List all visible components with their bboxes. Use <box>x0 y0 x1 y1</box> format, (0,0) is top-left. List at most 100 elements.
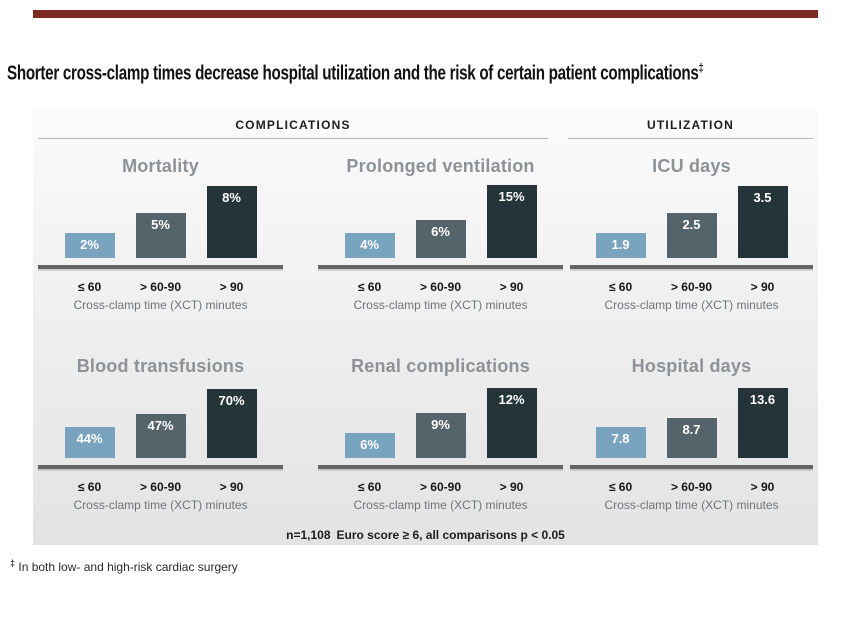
category-label: > 90 <box>750 480 775 494</box>
bar-3: 3.5 <box>737 186 788 258</box>
category-label: ≤ 60 <box>357 280 382 294</box>
bar-value-label: 1.9 <box>611 237 630 252</box>
chart-title: Renal complications <box>351 356 530 376</box>
bar-value-label: 47% <box>147 418 174 433</box>
chart-title: ICU days <box>652 156 731 176</box>
bar-2: 8.7 <box>666 418 717 458</box>
bar-value-label: 2.5 <box>682 217 701 232</box>
footnote: ‡ In both low- and high-risk cardiac sur… <box>10 558 238 574</box>
chart-title: Blood transfusions <box>76 356 245 376</box>
bar-1: 44% <box>64 427 115 458</box>
chart-blood-transfusions: Blood transfusions 44% 47% 70% ≤ 60 > 60-90… <box>38 348 283 518</box>
chart-icu-days: ICU days 1.9 2.5 3.5 ≤ 60 > 60-90 > 90 Cross… <box>570 148 813 318</box>
bar-2: 9% <box>415 413 466 458</box>
page-title-footnote-marker: ‡ <box>698 61 704 75</box>
chart-title: Prolonged ventilation <box>346 156 535 176</box>
axis-caption: Cross-clamp time (XCT) minutes <box>353 498 528 512</box>
footnote-text: In both low- and high-risk cardiac surge… <box>18 560 238 574</box>
bar-value-label: 6% <box>431 224 450 239</box>
bar-value-label: 5% <box>151 217 170 232</box>
category-label: > 60-90 <box>139 280 182 294</box>
bar-2: 5% <box>135 213 186 258</box>
chart-title: Hospital days <box>631 356 752 376</box>
bar-3: 8% <box>206 186 257 258</box>
bar-value-label: 6% <box>360 437 379 452</box>
chart-title: Mortality <box>122 156 199 176</box>
bars-area: 1.9 2.5 3.5 <box>570 184 813 258</box>
axis-line <box>38 265 283 269</box>
bar-value-label: 44% <box>76 431 103 446</box>
bar-3: 70% <box>206 389 257 458</box>
bar-value-label: 2% <box>80 237 99 252</box>
category-label: > 60-90 <box>670 480 713 494</box>
axis-line <box>38 465 283 469</box>
bar-1: 1.9 <box>595 233 646 258</box>
bar-value-label: 9% <box>431 417 450 432</box>
bar-1: 4% <box>344 233 395 258</box>
category-labels: ≤ 60 > 60-90 > 90 <box>38 280 283 294</box>
bar-1: 6% <box>344 433 395 458</box>
bar-2: 6% <box>415 220 466 258</box>
chart-renal-complications: Renal complications 6% 9% 12% ≤ 60 > 60-90 >… <box>318 348 563 518</box>
bars-area: 7.8 8.7 13.6 <box>570 384 813 458</box>
bar-value-label: 4% <box>360 237 379 252</box>
axis-caption: Cross-clamp time (XCT) minutes <box>353 298 528 312</box>
axis-caption: Cross-clamp time (XCT) minutes <box>604 498 779 512</box>
bar-value-label: 8% <box>222 190 241 205</box>
section-rule-complications <box>38 138 548 139</box>
bars-area: 44% 47% 70% <box>38 384 283 458</box>
axis-line <box>570 465 813 469</box>
category-labels: ≤ 60 > 60-90 > 90 <box>318 280 563 294</box>
axis-caption: Cross-clamp time (XCT) minutes <box>73 298 248 312</box>
bar-value-label: 15% <box>498 189 525 204</box>
bar-3: 12% <box>486 388 537 458</box>
category-label: > 90 <box>219 280 244 294</box>
section-rule-utilization <box>568 138 813 139</box>
axis-line <box>318 465 563 469</box>
chart-mortality: Mortality 2% 5% 8% ≤ 60 > 60-90 > 90 Cross-c… <box>38 148 283 318</box>
bar-value-label: 13.6 <box>749 392 776 407</box>
chart-hospital-days: Hospital days 7.8 8.7 13.6 ≤ 60 > 60-90 > 90… <box>570 348 813 518</box>
category-label: ≤ 60 <box>77 280 102 294</box>
category-labels: ≤ 60 > 60-90 > 90 <box>570 480 813 494</box>
footnote-marker: ‡ <box>10 558 16 568</box>
bar-2: 2.5 <box>666 213 717 258</box>
category-label: ≤ 60 <box>357 480 382 494</box>
bar-value-label: 7.8 <box>611 431 630 446</box>
category-label: > 90 <box>499 480 524 494</box>
section-header-utilization: UTILIZATION <box>647 118 734 132</box>
bars-area: 4% 6% 15% <box>318 184 563 258</box>
category-label: > 90 <box>219 480 244 494</box>
category-label: > 60-90 <box>670 280 713 294</box>
category-label: ≤ 60 <box>608 280 633 294</box>
bar-value-label: 12% <box>498 392 525 407</box>
page-title: Shorter cross-clamp times decrease hospi… <box>7 61 704 86</box>
category-label: ≤ 60 <box>608 480 633 494</box>
category-label: > 60-90 <box>419 280 462 294</box>
category-label: > 60-90 <box>419 480 462 494</box>
bar-value-label: 8.7 <box>682 422 701 437</box>
category-label: > 60-90 <box>139 480 182 494</box>
section-header-complications: COMPLICATIONS <box>235 118 351 132</box>
bar-value-label: 3.5 <box>753 190 772 205</box>
bar-2: 47% <box>135 414 186 458</box>
category-label: > 90 <box>499 280 524 294</box>
bars-area: 6% 9% 12% <box>318 384 563 458</box>
category-label: ≤ 60 <box>77 480 102 494</box>
bar-value-label: 70% <box>218 393 245 408</box>
bar-3: 13.6 <box>737 388 788 458</box>
top-accent-bar <box>33 10 818 18</box>
charts-panel: COMPLICATIONS UTILIZATION Mortality 2% 5%… <box>33 108 818 545</box>
category-labels: ≤ 60 > 60-90 > 90 <box>570 280 813 294</box>
bars-area: 2% 5% 8% <box>38 184 283 258</box>
page-title-text: Shorter cross-clamp times decrease hospi… <box>7 62 699 85</box>
bar-1: 2% <box>64 233 115 258</box>
axis-caption: Cross-clamp time (XCT) minutes <box>604 298 779 312</box>
category-labels: ≤ 60 > 60-90 > 90 <box>38 480 283 494</box>
chart-prolonged-ventilation: Prolonged ventilation 4% 6% 15% ≤ 60 > 60-9… <box>318 148 563 318</box>
axis-line <box>570 265 813 269</box>
bar-1: 7.8 <box>595 427 646 458</box>
category-labels: ≤ 60 > 60-90 > 90 <box>318 480 563 494</box>
axis-line <box>318 265 563 269</box>
